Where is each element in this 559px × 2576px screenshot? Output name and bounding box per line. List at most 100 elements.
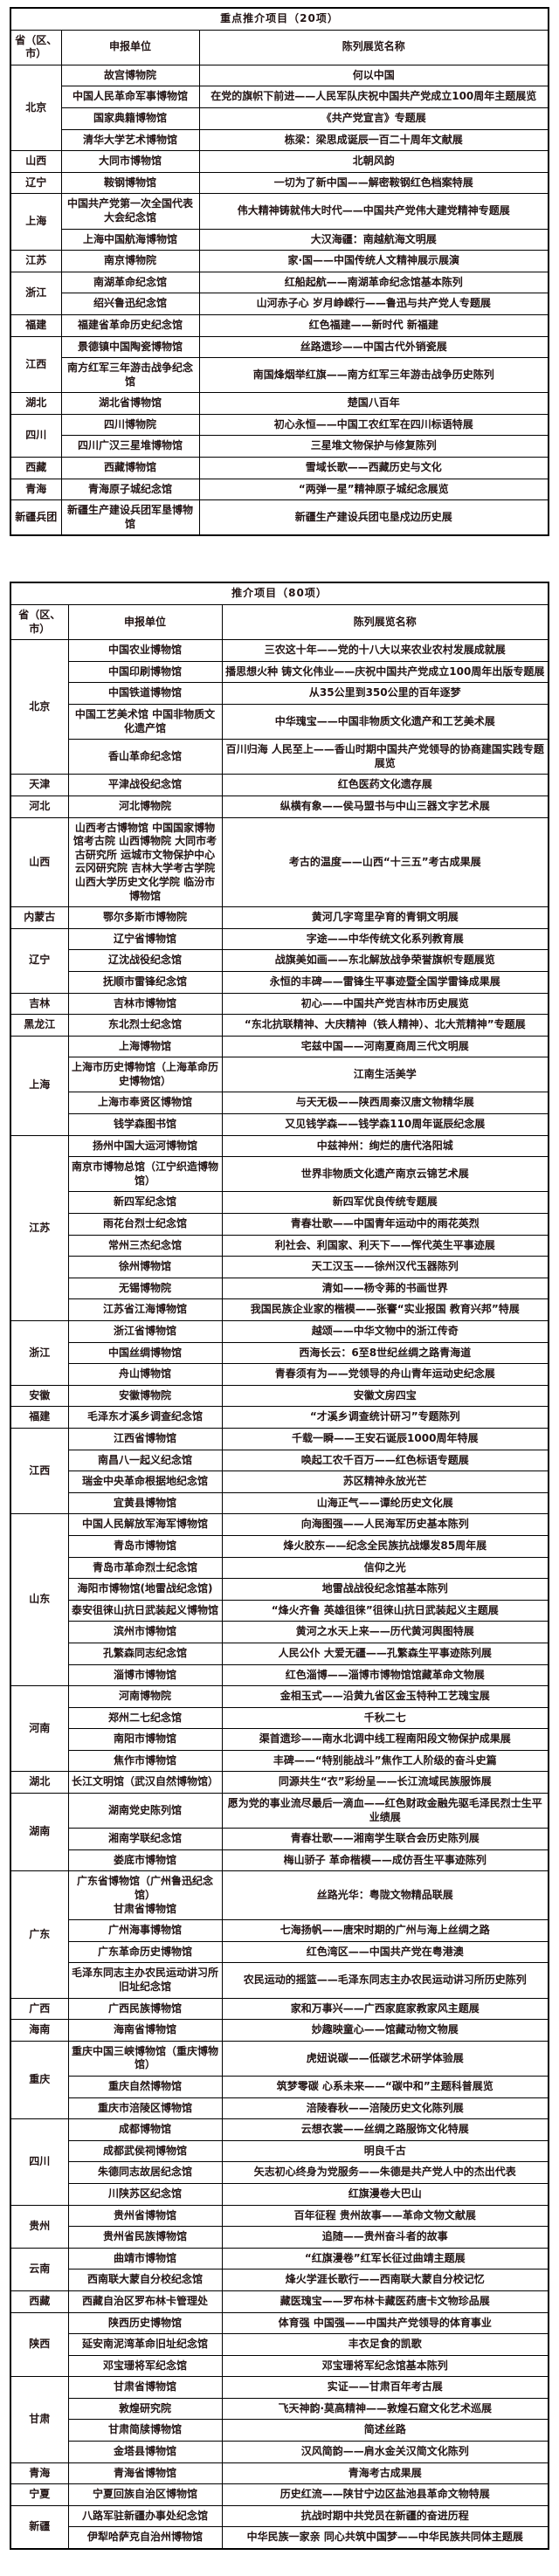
- province-cell: 云南: [10, 2247, 69, 2291]
- exhibition-cell: 红旗漫卷大巴山: [221, 2182, 549, 2206]
- exhibition-cell: 青春壮歌——湘南学生联合会历史陈列展: [221, 1828, 549, 1850]
- exhibition-cell: 丰衣足食的凯歌: [221, 2333, 549, 2356]
- table-row: 湘南学联纪念馆 青春壮歌——湘南学生联合会历史陈列展: [10, 1828, 549, 1850]
- unit-cell: 大同市博物馆: [60, 150, 200, 173]
- table-row: 青岛市革命烈士纪念馆 信仰之光: [10, 1556, 549, 1580]
- unit-cell: 吉林市博物馆: [67, 992, 223, 1016]
- province-cell: 山西: [10, 816, 69, 908]
- table-row: 南昌八一起义纪念馆 唤起工农千百万——红色标语专题展: [10, 1449, 549, 1472]
- table-row: 抚顺市雷锋纪念馆 永恒的丰碑——雷锋生平事迹暨全国学雷锋成果展: [10, 970, 549, 994]
- province-cell: 北京: [10, 64, 62, 152]
- table-row: 广西 广西民族博物馆 家和万事兴——广西家庭家教家风主题展: [10, 1997, 549, 2021]
- exhibition-cell: 百年征程 贵州故事——革命文物文献展: [221, 2204, 549, 2228]
- province-cell: 天津: [10, 774, 69, 796]
- unit-cell: 浙江省博物馆: [67, 1320, 223, 1343]
- province-cell: 甘肃: [10, 2376, 69, 2463]
- table-row: 浙江 浙江省博物馆 越颂——中华文物中的浙江传奇: [10, 1320, 549, 1386]
- province-cell: 上海: [10, 1035, 69, 1136]
- province-cell: 青海: [10, 2462, 69, 2485]
- table-row: 浙江 南湖革命纪念馆 红船起航——南湖革命纪念馆基本陈列: [10, 271, 549, 315]
- table-row: 内蒙古 鄂尔多斯市博物院 黄河几字弯里孕育的青铜文明展: [10, 906, 549, 929]
- exhibition-cell: 体育强 中国强——中国共产党领导的体育事业: [221, 2311, 549, 2335]
- table-row: 山西 大同市博物馆 北朝风韵: [10, 150, 549, 173]
- unit-cell: 南方红军三年游击战争纪念馆: [60, 357, 200, 394]
- unit-cell: 毛泽东才溪乡调查纪念馆: [67, 1406, 223, 1429]
- exhibition-cell: 永恒的丰碑——雷锋生平事迹暨全国学雷锋成果展: [221, 970, 549, 994]
- table-row: 常州三杰纪念馆 利社会、利国家、利天下——恽代英生平事迹展: [10, 1234, 549, 1257]
- exhibition-cell: 播思想火种 铸文化伟业——庆祝中国共产党成立100周年出版专题展: [221, 660, 549, 684]
- unit-cell: 重庆中国三峡博物馆（重庆博物馆）: [67, 2040, 223, 2077]
- table-row: 南阳市博物馆 渠首遗珍——南水北调中线工程南阳段文物保护成果展: [10, 1728, 549, 1751]
- province-cell: 山东: [10, 1513, 69, 1687]
- recommended-projects-title: 推介项目（80项）: [10, 582, 549, 606]
- table-row: 无锡博物院 清如——杨令茀的书画世界: [10, 1277, 549, 1300]
- exhibition-cell: 战旗美如画——东北解放战争荣誉旗帜专题展览: [221, 949, 549, 972]
- table-row: 广东 广东省博物馆（广州鲁迅纪念馆） 甘肃省博物馆 丝路光华：粤陇文物精品联展: [10, 1870, 549, 1999]
- exhibition-cell: 简述丝路: [221, 2419, 549, 2442]
- exhibition-cell: 青春须有为——党领导的舟山青年运动史纪念展: [221, 1363, 549, 1386]
- unit-cell: 湖北省博物馆: [60, 392, 200, 415]
- unit-cell: 伊犁哈萨克自治州博物馆: [67, 2526, 223, 2550]
- unit-cell: 景德镇中国陶瓷博物馆: [60, 335, 200, 359]
- table-row: 娄底市博物馆 梅山骄子 革命楷模——成仿吾生平事迹陈列: [10, 1849, 549, 1872]
- unit-cell: 陕西历史博物馆: [67, 2311, 223, 2335]
- table-row: 中国铁道博物馆 从35公里到350公里的百年逐梦: [10, 682, 549, 705]
- table-row: 海南 海南省博物馆 妙趣映童心——馆藏动物文物展: [10, 2019, 549, 2042]
- table-row: 上海市奉贤区博物馆 与天无极——陕西周秦汉唐文物精华展: [10, 1092, 549, 1115]
- unit-cell: 扬州中国大运河博物馆: [67, 1134, 223, 1158]
- unit-cell: 南京市博物总馆（江宁织造博物馆）: [67, 1156, 223, 1193]
- table-row: 雨花台烈士纪念馆 青春壮歌——中国青年运动中的雨花英烈: [10, 1213, 549, 1236]
- key-projects-title: 重点推介项目（20项）: [10, 7, 549, 31]
- table-row: 邓宝珊将军纪念馆 邓宝珊将军纪念馆基本陈列: [10, 2354, 549, 2378]
- unit-cell: 八路军驻新疆办事处纪念馆: [67, 2504, 223, 2528]
- province-cell: 江苏: [10, 250, 62, 272]
- table-row: 福建 福建省革命历史纪念馆 红色福建——新时代 新福建: [10, 313, 549, 337]
- unit-cell: 淄博市博物馆: [67, 1663, 223, 1687]
- table-row: 滨州市博物馆 黄河之水天上来——历代黄河舆图特展: [10, 1621, 549, 1643]
- province-cell: 江苏: [10, 1134, 69, 1322]
- unit-cell: 雨花台烈士纪念馆: [67, 1213, 223, 1236]
- table-row: 新四军纪念馆 新四军优良传统专题展: [10, 1191, 549, 1215]
- exhibition-cell: 天工汉玉——徐州汉代玉器陈列: [221, 1256, 549, 1278]
- exhibition-cell: 金相玉式——沿黄九省区金玉特种工艺瑰宝展: [221, 1685, 549, 1708]
- unit-cell: 常州三杰纪念馆: [67, 1234, 223, 1257]
- column-header-1: 申报单位: [60, 29, 200, 65]
- unit-cell: 钱学森图书馆: [67, 1113, 223, 1136]
- unit-cell: 绍兴鲁迅纪念馆: [60, 293, 200, 315]
- exhibition-cell: 信仰之光: [221, 1556, 549, 1580]
- exhibition-cell: 地雷战战役纪念馆基本陈列: [221, 1578, 549, 1601]
- exhibition-cell: 我国民族企业家的楷模——张謇“实业报国 教育兴邦”特展: [221, 1298, 549, 1321]
- exhibition-cell: 飞天神韵·莫高精神——敦煌石窟文化艺术巡展: [221, 2397, 549, 2421]
- table-row: 伊犁哈萨克自治州博物馆 中华民族一家亲 同心共筑中国梦——中华民族共同体主题展: [10, 2526, 549, 2550]
- table-row: 江苏 扬州中国大运河博物馆 中兹神州：绚烂的唐代洛阳城: [10, 1134, 549, 1322]
- province-cell: 上海: [10, 193, 62, 251]
- exhibition-cell: 《共产党宣言》专题展: [198, 107, 549, 130]
- exhibition-cell: 一切为了新中国——解密鞍钢红色档案特展: [198, 171, 549, 195]
- unit-cell: 甘肃简牍博物馆: [67, 2419, 223, 2442]
- column-header-0: 省（区、市）: [10, 29, 62, 65]
- table-row: 中国工艺美术馆 中国非物质文化遗产馆 中华瑰宝——中国非物质文化遗产和工艺美术展: [10, 703, 549, 740]
- table-row: 重庆 重庆中国三峡博物馆（重庆博物馆） 虎妞说碳——低碳艺术研学体验展: [10, 2040, 549, 2120]
- province-cell: 河北: [10, 795, 69, 818]
- exhibition-cell: 藏医瑰宝——罗布林卡藏医药唐卡文物珍品展: [221, 2290, 549, 2313]
- header-row: 省（区、市） 申报单位 陈列展览名称: [10, 604, 549, 641]
- unit-cell: 清华大学艺术博物馆: [60, 128, 200, 152]
- exhibition-cell: 烽火学涯长歌行——西南联大蒙自分校记忆: [221, 2269, 549, 2291]
- unit-cell: 金塔县博物馆: [67, 2441, 223, 2463]
- exhibition-cell: 何以中国: [198, 64, 549, 87]
- unit-cell: 东北烈士纪念馆: [67, 1014, 223, 1037]
- unit-cell: 重庆自然博物馆: [67, 2075, 223, 2098]
- province-cell: 重庆: [10, 2040, 69, 2120]
- province-cell: 青海: [10, 478, 62, 501]
- exhibition-cell: “东北抗联精神、大庆精神（铁人精神）、北大荒精神”专题展: [221, 1014, 549, 1037]
- exhibition-cell: “红旗漫卷”红军长征过曲靖主题展: [221, 2247, 549, 2270]
- table-row: 朱德同志故居纪念馆 矢志初心终身为党服务——朱德是共产党人中的杰出代表: [10, 2161, 549, 2184]
- unit-cell: 青海原子城纪念馆: [60, 478, 200, 501]
- exhibition-cell: 山河赤子心 岁月峥嵘行——鲁迅与共产党人专题展: [198, 293, 549, 315]
- table-row: 吉林 吉林市博物馆 初心——中国共产党吉林市历史展览: [10, 992, 549, 1016]
- exhibition-cell: 实证——甘肃百年考古展: [221, 2376, 549, 2399]
- exhibition-cell: 字途——中华传统文化系列教育展: [221, 927, 549, 951]
- table-row: 青海 青海原子城纪念馆 “两弹一星”精神原子城纪念展览: [10, 478, 549, 501]
- unit-cell: 中国农业博物馆: [67, 639, 223, 662]
- unit-cell: 中国人民革命军事博物馆: [60, 86, 200, 108]
